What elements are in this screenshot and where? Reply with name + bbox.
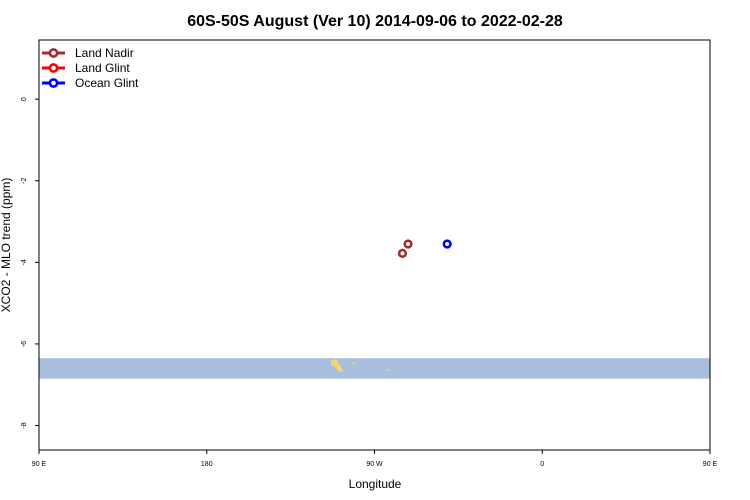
land-outline [331,359,343,372]
plot-frame [38,39,711,451]
data-point [403,239,413,249]
x-tick-label: 90 E [703,461,718,468]
legend-marker [48,48,59,58]
latitude-band [39,358,710,379]
x-tick-label: 90 W [366,461,383,468]
data-point [442,239,452,249]
y-axis-label: XCO2 - MLO trend (ppm) [0,178,13,313]
land-outline-layer [331,359,390,372]
legend-marker [48,63,59,73]
legend-label: Land Nadir [75,46,134,60]
latitude-band-layer [39,358,710,379]
y-axis: 0 -2 -4 -6 -8 [21,97,39,429]
x-tick-label: 90 E [32,461,47,468]
y-tick-label: -8 [21,422,28,428]
x-axis-label: Longitude [349,477,402,491]
x-tick-label: 180 [201,461,213,468]
land-outline [351,362,356,365]
legend-label: Land Glint [75,61,130,75]
legend-marker [48,78,59,88]
y-tick-label: -2 [21,178,28,184]
legend-label: Ocean Glint [75,76,139,90]
y-tick-label: -6 [21,341,28,347]
x-axis: 90 E 180 90 W 0 90 E [32,450,718,468]
data-points [397,239,452,258]
chart-title: 60S-50S August (Ver 10) 2014-09-06 to 20… [187,13,563,30]
data-point [397,248,408,258]
land-outline [386,368,390,372]
y-tick-label: -4 [21,259,28,265]
y-tick-label: 0 [21,97,28,101]
x-tick-label: 0 [540,461,544,468]
